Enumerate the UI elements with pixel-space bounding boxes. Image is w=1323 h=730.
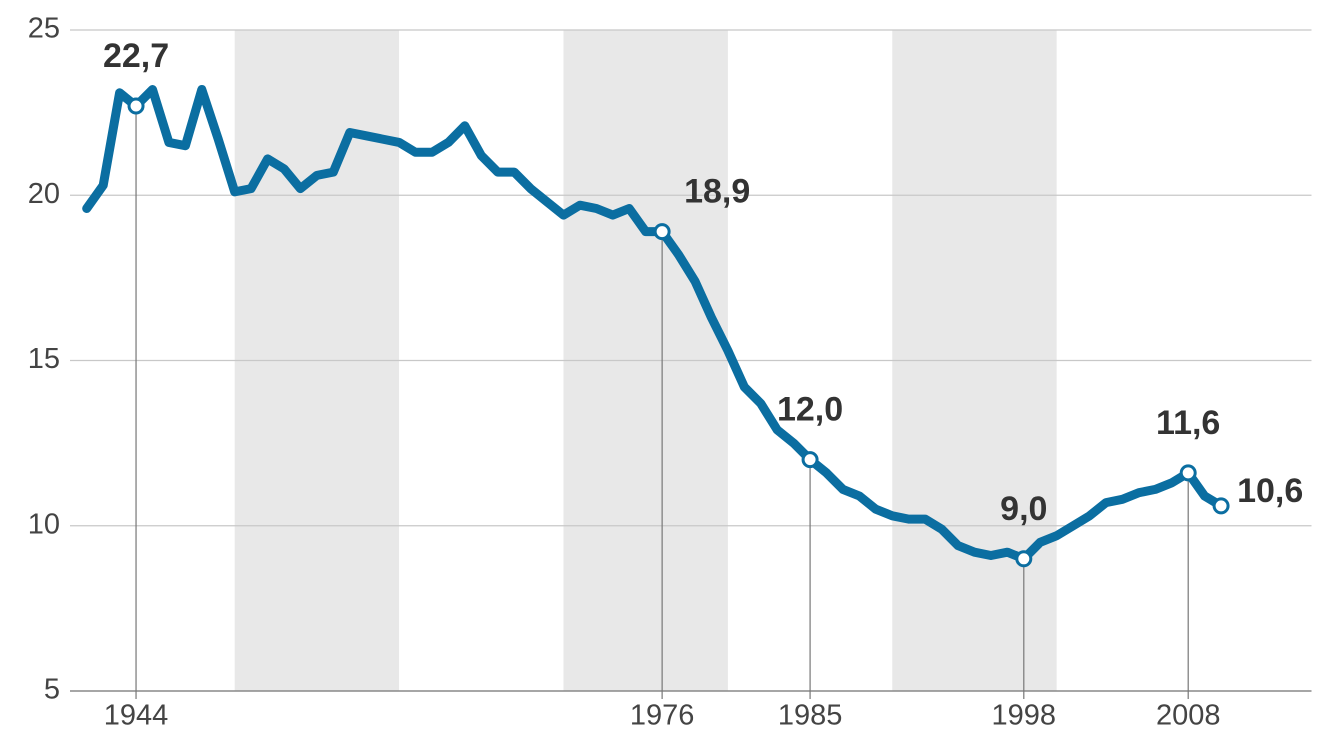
y-tick-label: 25 bbox=[28, 13, 60, 45]
x-tick-label: 2008 bbox=[1156, 700, 1221, 730]
x-tick-label: 1976 bbox=[630, 700, 695, 730]
x-tick-label: 1998 bbox=[992, 700, 1057, 730]
y-tick-label: 15 bbox=[28, 343, 60, 375]
y-tick-label: 10 bbox=[28, 508, 60, 540]
value-label: 9,0 bbox=[1000, 490, 1047, 528]
x-tick-label: 1944 bbox=[104, 700, 169, 730]
point-marker bbox=[801, 451, 819, 469]
point-marker bbox=[1015, 550, 1033, 568]
point-marker bbox=[1212, 497, 1230, 515]
y-tick-label: 5 bbox=[44, 674, 60, 706]
point-marker bbox=[1179, 464, 1197, 482]
value-label: 11,6 bbox=[1156, 404, 1220, 442]
value-label: 22,7 bbox=[103, 37, 169, 75]
point-marker bbox=[127, 97, 145, 115]
x-tick-label: 1985 bbox=[778, 700, 843, 730]
value-label: 12,0 bbox=[777, 391, 843, 429]
value-label: 10,6 bbox=[1237, 472, 1303, 510]
point-marker bbox=[653, 223, 671, 241]
y-tick-label: 20 bbox=[28, 178, 60, 210]
value-label: 18,9 bbox=[684, 173, 750, 211]
